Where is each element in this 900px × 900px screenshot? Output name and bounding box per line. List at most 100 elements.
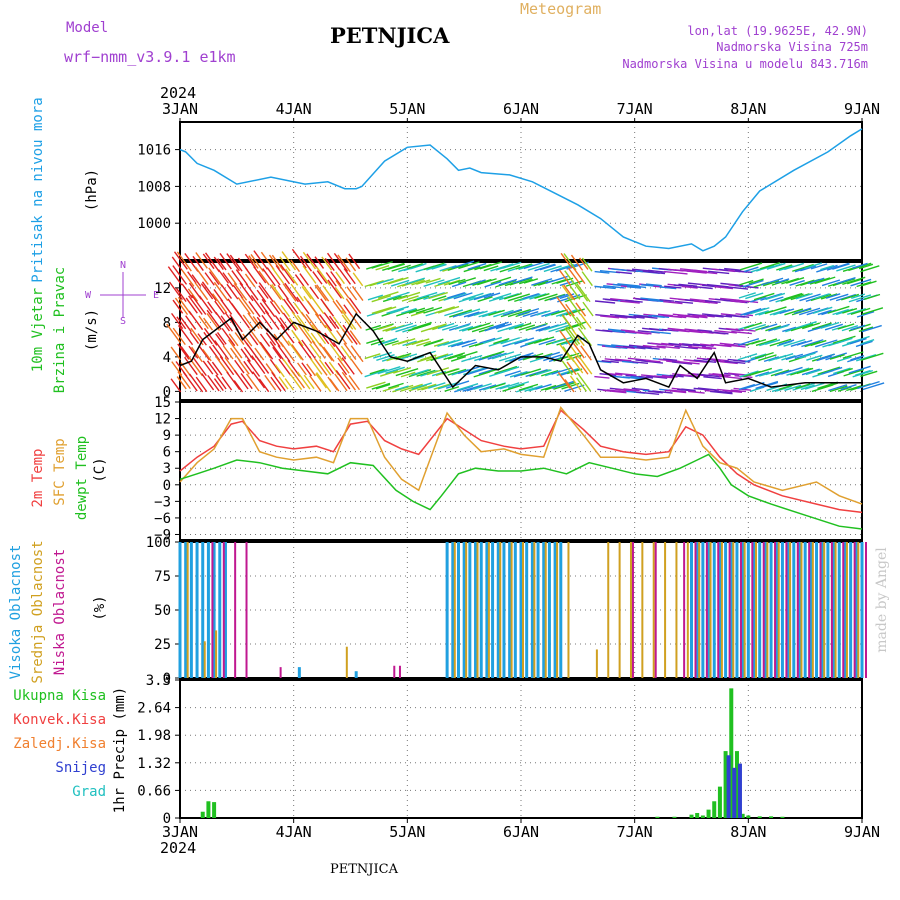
wind-barb: [724, 267, 742, 271]
wind-barb: [821, 279, 841, 287]
wind-barb: [259, 341, 274, 360]
wind-barb: [693, 387, 710, 391]
wind-barb: [287, 359, 301, 377]
wind-barb: [375, 383, 391, 390]
wind-barb: [799, 352, 816, 359]
wind-barb: [630, 375, 647, 379]
wind-barb: [478, 352, 502, 361]
x-tick-label-bottom: 9JAN: [844, 823, 880, 841]
wind-barb: [666, 314, 687, 319]
wind-barb: [861, 280, 877, 287]
wind-barb: [232, 284, 244, 299]
wind-barb: [315, 372, 332, 393]
wind-barb: [261, 298, 276, 318]
wind-barb: [769, 309, 787, 316]
wind-barb: [222, 345, 234, 360]
x-tick-label-bottom: 4JAN: [276, 823, 312, 841]
wind-barb: [341, 314, 354, 330]
wind-barb: [479, 261, 503, 270]
wind-barb: [507, 293, 530, 302]
wind-barb: [172, 299, 184, 314]
wind-barb: [548, 324, 571, 333]
wind-barb: [239, 282, 254, 302]
wind-barb: [208, 267, 223, 288]
wind-barb: [345, 298, 358, 314]
wind-barb: [371, 295, 392, 303]
wind-barb: [561, 285, 574, 300]
wind-barb: [335, 280, 350, 299]
wind-barb: [682, 343, 707, 347]
wind-barb: [319, 342, 333, 362]
wind-barb: [846, 335, 870, 345]
wind-barb: [514, 337, 535, 345]
wind-barb: [314, 256, 325, 269]
wind-barb: [166, 323, 182, 344]
wind-barb: [193, 357, 207, 377]
compass-s: S: [120, 316, 126, 327]
wind-barb: [215, 374, 227, 390]
wind-barb: [278, 376, 289, 390]
wind-barb: [500, 337, 521, 345]
wind-barb: [620, 300, 640, 304]
wind-barb: [749, 367, 773, 376]
wind-barb: [499, 382, 520, 390]
wind-barb: [240, 372, 253, 390]
wind-barb: [337, 254, 351, 273]
precip-bar: [700, 815, 705, 818]
wind-barb: [804, 262, 822, 270]
wind-barb: [515, 263, 533, 270]
wind-barb: [269, 359, 281, 374]
wind-barb: [519, 293, 541, 302]
wind-barb: [212, 344, 224, 360]
precip-bar: [780, 816, 785, 818]
wind-barb: [382, 326, 397, 332]
wind-barb: [523, 261, 544, 270]
wind-barb: [696, 373, 721, 378]
wind-barb: [759, 381, 779, 389]
wind-barb: [693, 359, 717, 364]
wind-barb: [219, 355, 235, 376]
wind-barb: [220, 299, 233, 315]
precip-bar: [695, 812, 700, 818]
wind-barb: [564, 327, 579, 346]
wind-barb: [206, 360, 219, 376]
wind-barb: [290, 283, 305, 302]
wind-barb: [664, 389, 687, 394]
wind-barb: [416, 340, 431, 347]
wind-barb: [334, 287, 345, 300]
wind-barb: [719, 342, 735, 346]
wind-barb: [538, 338, 556, 346]
wind-barb: [539, 264, 556, 271]
wind-barb: [364, 279, 384, 288]
wind-barb: [472, 278, 492, 287]
wind-barb: [856, 354, 877, 362]
wind-barb: [710, 390, 733, 395]
wind-barb: [280, 304, 291, 318]
wind-barb: [771, 279, 789, 286]
wind-barb: [836, 337, 853, 344]
wind-barb: [264, 374, 277, 391]
wind-barb: [677, 388, 696, 392]
wind-barb: [566, 261, 589, 270]
wind-barb: [467, 322, 491, 331]
wind-barb: [240, 296, 255, 315]
wind-barb: [342, 324, 358, 345]
wind-barb: [316, 270, 328, 284]
wind-barb: [847, 307, 867, 316]
wind-barb: [832, 278, 856, 287]
precip-bar: [734, 751, 739, 818]
wind-barb: [491, 351, 515, 360]
wind-barb: [565, 321, 586, 330]
wind-barb: [229, 254, 243, 272]
wind-barb: [502, 261, 522, 269]
wind-barb: [559, 280, 574, 287]
wind-barb: [434, 306, 455, 314]
precip-bar: [712, 801, 717, 818]
wind-barb: [195, 252, 208, 269]
wind-barb: [730, 389, 746, 393]
wind-barb: [185, 297, 198, 314]
y-tick-label: 0: [163, 384, 171, 400]
wind-barb: [668, 342, 692, 347]
wind-barb: [396, 308, 418, 317]
temp-title-1: 2m Temp: [30, 448, 46, 507]
